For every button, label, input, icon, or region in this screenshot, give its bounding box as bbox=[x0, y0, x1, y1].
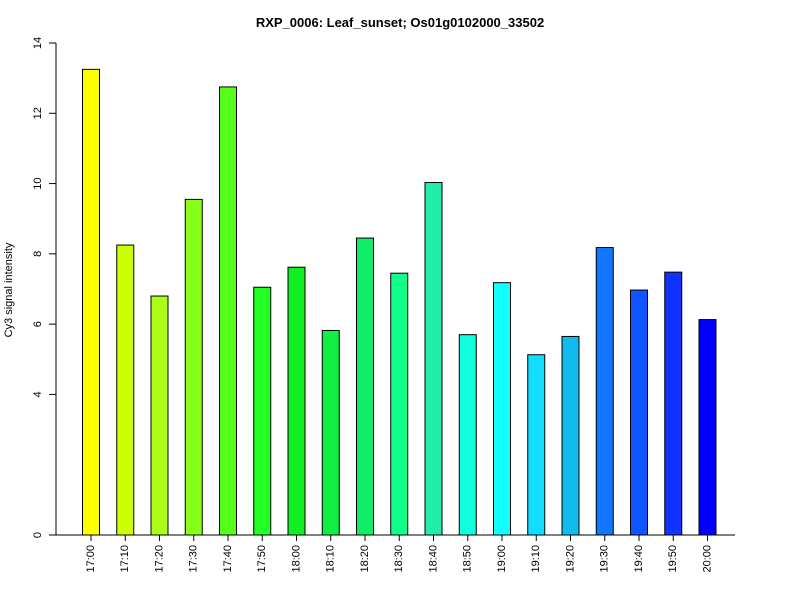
y-tick-label: 0 bbox=[32, 532, 44, 538]
x-tick-label: 18:10 bbox=[325, 545, 337, 573]
x-tick-label: 19:40 bbox=[633, 545, 645, 573]
bar-1730 bbox=[184, 198, 203, 536]
y-axis-label: Cy3 signal intensity bbox=[3, 242, 15, 337]
x-tick-label: 18:40 bbox=[427, 545, 439, 573]
y-tick-label: 10 bbox=[32, 177, 44, 189]
x-tick-label: 18:20 bbox=[359, 545, 371, 573]
x-tick-label: 19:10 bbox=[530, 545, 542, 573]
bar-1920 bbox=[561, 335, 580, 536]
y-tick-label: 4 bbox=[32, 391, 44, 397]
bar-1930 bbox=[595, 247, 614, 536]
bar-1740 bbox=[219, 86, 237, 536]
bar-1830 bbox=[390, 272, 409, 536]
x-tick-label: 18:00 bbox=[290, 545, 302, 573]
bar-1750 bbox=[253, 286, 272, 536]
y-tick-label: 12 bbox=[32, 107, 44, 119]
x-tick-label: 17:10 bbox=[119, 545, 131, 573]
x-tick-label: 17:40 bbox=[222, 545, 234, 573]
chart-title: RXP_0006: Leaf_sunset; Os01g0102000_3350… bbox=[256, 15, 544, 30]
x-tick-label: 18:50 bbox=[462, 545, 474, 573]
x-tick-label: 20:00 bbox=[701, 545, 713, 573]
bar-1820 bbox=[356, 237, 374, 536]
bar-1840 bbox=[424, 182, 443, 536]
bar-1850 bbox=[458, 334, 477, 536]
y-tick-label: 8 bbox=[32, 251, 44, 257]
x-tick-label: 19:30 bbox=[599, 545, 611, 573]
x-tick-label: 17:00 bbox=[85, 545, 97, 573]
bar-1910 bbox=[527, 354, 546, 536]
bar-1940 bbox=[630, 289, 648, 536]
y-tick-label: 14 bbox=[32, 37, 44, 49]
bar-1950 bbox=[664, 271, 683, 536]
bar-1800 bbox=[287, 266, 306, 536]
bar-1810 bbox=[321, 329, 340, 536]
y-ticks: 0 4 6 8 10 12 14 bbox=[32, 37, 56, 538]
x-tick-labels: 17:00 17:10 17:20 17:30 17:40 17:50 18:00 18:10… bbox=[85, 535, 713, 573]
bar-1710 bbox=[116, 244, 135, 536]
bar-2000 bbox=[698, 319, 717, 536]
bar-1900 bbox=[493, 282, 511, 536]
x-tick-label: 17:50 bbox=[256, 545, 268, 573]
x-tick-label: 19:50 bbox=[667, 545, 679, 573]
bar-1720 bbox=[150, 295, 169, 536]
bar-1700 bbox=[82, 68, 100, 536]
x-tick-label: 17:30 bbox=[188, 545, 200, 573]
y-tick-label: 6 bbox=[32, 321, 44, 327]
x-tick-label: 17:20 bbox=[153, 545, 165, 573]
bars bbox=[82, 68, 717, 536]
x-tick-label: 18:30 bbox=[393, 545, 405, 573]
x-tick-label: 19:20 bbox=[564, 545, 576, 573]
x-tick-label: 19:00 bbox=[496, 545, 508, 573]
